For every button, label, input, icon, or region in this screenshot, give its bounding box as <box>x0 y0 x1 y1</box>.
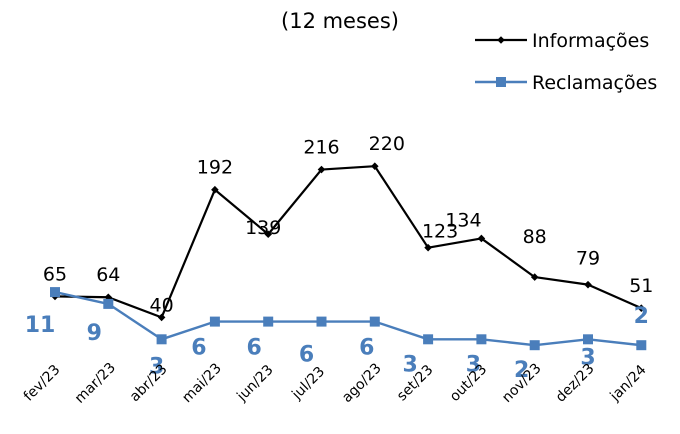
data-point-informacoes <box>584 280 592 289</box>
data-label-informacoes: 40 <box>150 294 174 316</box>
data-point-reclamacoes <box>156 334 167 345</box>
x-tick-label: mai/23 <box>179 360 225 406</box>
data-label-reclamacoes: 6 <box>191 336 206 361</box>
series-layer <box>50 162 647 351</box>
series-line-reclamacoes <box>54 290 642 347</box>
data-point-reclamacoes <box>209 316 220 327</box>
x-tick-label: fev/23 <box>21 362 64 405</box>
data-point-informacoes <box>157 313 166 322</box>
chart-subtitle: (12 meses) <box>281 9 399 33</box>
data-label-informacoes: 88 <box>523 226 547 248</box>
data-point-informacoes <box>264 230 272 239</box>
data-label-reclamacoes: 3 <box>580 345 595 370</box>
x-tick-label: jul/23 <box>288 364 328 404</box>
data-label-informacoes: 192 <box>197 157 233 179</box>
data-point-reclamacoes <box>423 334 434 345</box>
data-point-informacoes <box>317 165 326 174</box>
data-label-reclamacoes: 11 <box>25 313 56 338</box>
data-point-informacoes <box>371 162 379 170</box>
chart-legend: Informações Reclamações <box>475 30 657 94</box>
data-label-informacoes: 139 <box>245 217 281 239</box>
data-point-informacoes <box>530 273 539 281</box>
data-point-reclamacoes <box>529 340 540 351</box>
data-label-reclamacoes: 9 <box>87 321 102 346</box>
x-tick-label: ago/23 <box>339 360 385 406</box>
x-tick-label: jun/23 <box>233 362 276 405</box>
x-axis-ticks: fev/23 mar/23 abr/23 mai/23 jun/23 jul/23 ago/… <box>21 360 650 407</box>
data-label-reclamacoes: 6 <box>359 336 374 361</box>
data-label-reclamacoes: 3 <box>149 354 164 379</box>
data-point-reclamacoes <box>50 287 60 298</box>
data-point-informacoes <box>477 234 486 243</box>
data-label-informacoes: 79 <box>576 248 600 270</box>
data-label-informacoes: 216 <box>303 137 339 159</box>
x-tick-label: jan/24 <box>607 362 650 405</box>
data-label-reclamacoes: 6 <box>247 336 262 361</box>
data-point-informacoes <box>424 243 432 252</box>
data-point-reclamacoes <box>476 334 487 345</box>
data-label-reclamacoes: 2 <box>634 304 649 329</box>
data-label-reclamacoes: 3 <box>466 352 481 377</box>
legend-label-reclamacoes: Reclamações <box>532 72 657 94</box>
x-tick-label: mar/23 <box>72 360 119 407</box>
data-point-reclamacoes <box>103 298 114 309</box>
data-label-informacoes: 123 <box>422 221 458 243</box>
chart-header: (12 meses) <box>281 9 399 33</box>
data-label-reclamacoes: 6 <box>299 343 314 368</box>
data-point-reclamacoes <box>369 316 380 327</box>
data-point-reclamacoes <box>316 316 327 327</box>
legend-marker-reclamacoes <box>496 77 506 87</box>
legend-label-informacoes: Informações <box>532 30 649 52</box>
data-point-informacoes <box>637 304 646 312</box>
data-label-reclamacoes: 3 <box>402 352 417 377</box>
data-label-informacoes: 220 <box>369 133 405 155</box>
data-label-informacoes: 51 <box>629 275 653 297</box>
data-point-informacoes <box>104 293 113 302</box>
data-label-informacoes: 65 <box>43 263 67 285</box>
data-point-informacoes <box>211 185 219 194</box>
series-line-informacoes <box>54 165 642 319</box>
legend-marker-informacoes <box>497 36 505 44</box>
data-point-reclamacoes <box>636 340 647 351</box>
data-label-informacoes: 64 <box>96 264 120 286</box>
data-label-reclamacoes: 2 <box>514 358 529 383</box>
x-tick-label: dez/23 <box>553 361 598 406</box>
data-point-reclamacoes <box>583 334 593 345</box>
data-point-reclamacoes <box>263 316 274 327</box>
data-label-informacoes: 134 <box>445 209 481 231</box>
